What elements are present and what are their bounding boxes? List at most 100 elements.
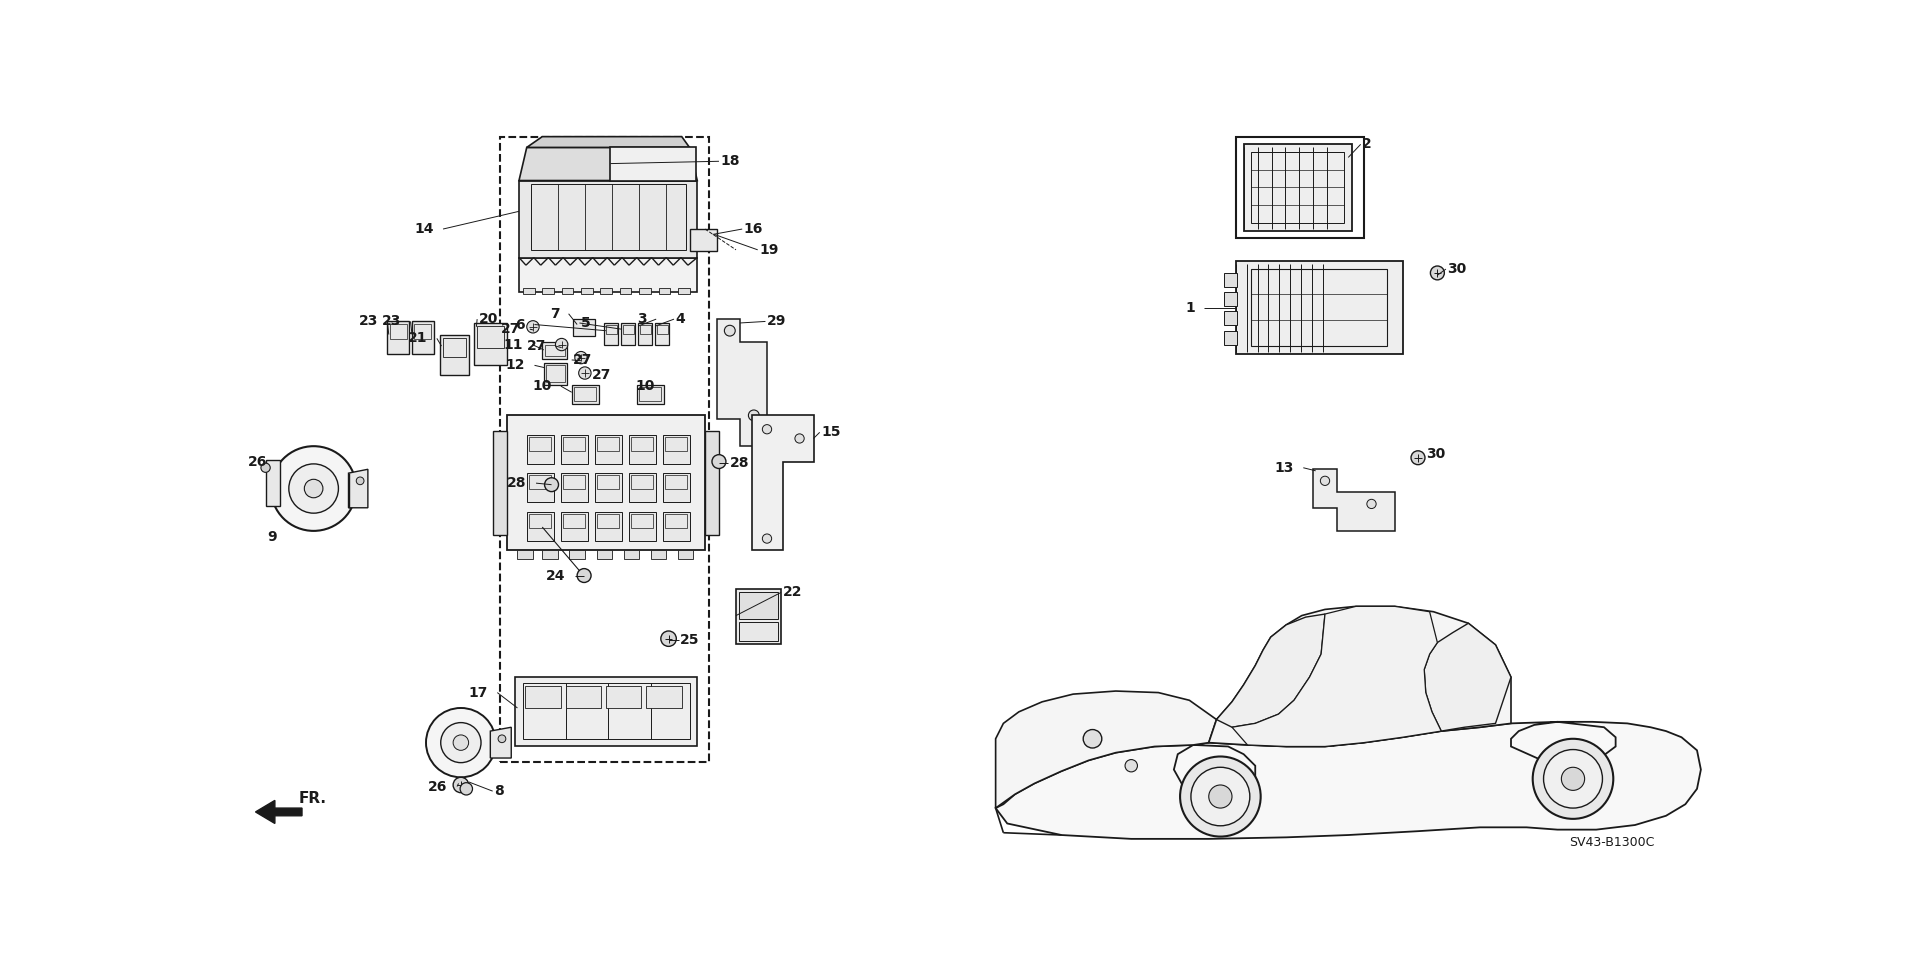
Polygon shape [1217,614,1325,727]
Bar [637,385,664,404]
Polygon shape [518,258,697,292]
Polygon shape [751,415,814,550]
Circle shape [762,425,772,433]
Polygon shape [1233,606,1442,746]
Bar [530,476,551,489]
Text: 15: 15 [822,426,841,439]
Bar [440,335,468,375]
Circle shape [271,446,357,531]
Bar [630,512,657,541]
Polygon shape [996,691,1217,808]
Bar [657,324,668,334]
Circle shape [1125,760,1137,772]
Bar [597,550,612,559]
Bar [574,319,595,336]
Polygon shape [526,136,689,148]
Text: 29: 29 [766,315,787,328]
Bar [678,289,689,294]
Bar [561,434,588,464]
Bar [637,323,653,344]
Text: 1: 1 [1185,300,1194,315]
Bar [647,687,682,708]
Bar [630,434,657,464]
Bar [666,437,687,451]
Bar [530,184,685,250]
Text: FR.: FR. [298,791,326,807]
Bar [735,589,781,644]
Bar [622,324,634,334]
Circle shape [724,325,735,336]
Text: 20: 20 [478,312,497,326]
Bar [522,684,689,738]
Circle shape [1411,451,1425,465]
Bar [655,323,670,344]
Bar [1225,331,1236,344]
Circle shape [1544,750,1603,808]
Bar [526,473,553,503]
Polygon shape [718,319,766,446]
Bar [678,550,693,559]
Text: 26: 26 [248,455,267,469]
Bar [499,136,708,761]
Bar [522,289,534,294]
Bar [1252,269,1386,346]
Circle shape [1532,738,1613,819]
Circle shape [762,534,772,543]
Circle shape [526,320,540,333]
Text: 30: 30 [1427,447,1446,461]
Bar [1225,273,1236,287]
Circle shape [288,464,338,513]
Text: 16: 16 [743,222,762,236]
Circle shape [1430,266,1444,280]
Bar [526,512,553,541]
Bar [582,289,593,294]
Circle shape [1083,730,1102,748]
Bar [390,324,407,339]
Text: 27: 27 [574,353,593,367]
Circle shape [1367,500,1377,508]
Text: 18: 18 [720,154,739,168]
Bar [541,289,553,294]
Bar [563,476,586,489]
Bar [739,592,778,619]
Bar [595,434,622,464]
Bar [1244,145,1352,230]
Circle shape [453,778,468,793]
Bar [1236,136,1363,238]
Circle shape [749,410,758,421]
Text: 23: 23 [382,315,401,328]
Bar [444,338,467,357]
Polygon shape [611,148,695,180]
Bar [563,514,586,527]
Bar [530,437,551,451]
Circle shape [357,477,365,484]
Bar [478,326,503,347]
Bar [474,323,507,365]
Bar [265,460,280,506]
Bar [526,687,561,708]
Bar [570,550,586,559]
Bar [605,323,618,344]
Text: 28: 28 [507,476,526,490]
Text: 25: 25 [680,633,699,647]
Bar [659,289,670,294]
Text: 21: 21 [409,332,428,345]
Text: 9: 9 [267,530,276,544]
Bar [666,514,687,527]
Bar [515,677,697,746]
Bar [543,363,566,385]
Text: 3: 3 [637,312,647,326]
Text: 30: 30 [1448,262,1467,276]
Circle shape [578,367,591,379]
Text: 7: 7 [549,307,559,320]
Polygon shape [255,801,301,824]
Circle shape [442,723,482,762]
Polygon shape [518,180,697,258]
Bar [689,229,716,250]
Circle shape [555,339,568,351]
Bar [1225,292,1236,306]
Polygon shape [1210,606,1511,746]
Circle shape [261,463,271,473]
Text: 10: 10 [532,379,551,393]
Circle shape [795,433,804,443]
